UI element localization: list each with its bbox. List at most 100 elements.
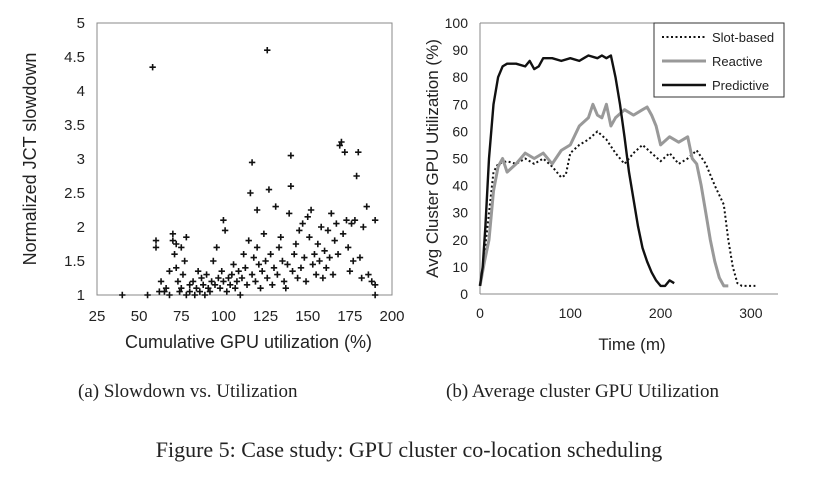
- scatter-point: [343, 217, 350, 224]
- scatter-point: [319, 274, 327, 282]
- scatter-point: [301, 254, 308, 261]
- y-axis-label: Normalized JCT slowdown: [20, 53, 40, 266]
- scatter-point: [205, 285, 212, 292]
- scatter-point: [248, 159, 256, 166]
- legend-label: Predictive: [712, 78, 769, 93]
- y-tick-label: 40: [452, 178, 468, 194]
- y-tick-label: 5: [77, 15, 85, 32]
- y-tick-label: 1: [77, 287, 85, 304]
- scatter-point: [191, 291, 198, 299]
- x-tick-label: 125: [253, 308, 278, 325]
- scatter-point: [371, 291, 379, 299]
- scatter-point: [358, 274, 365, 282]
- scatter-point: [225, 274, 232, 282]
- scatter-point: [353, 172, 360, 180]
- scatter-point: [264, 47, 271, 54]
- scatter-point: [284, 261, 291, 268]
- scatter-point: [183, 234, 190, 241]
- scatter-point: [245, 237, 252, 244]
- y-tick-label: 100: [445, 15, 469, 31]
- x-tick-label: 150: [295, 308, 320, 325]
- scatter-point: [265, 186, 273, 193]
- scatter-point: [161, 288, 168, 295]
- scatter-point: [371, 217, 379, 224]
- scatter-point: [272, 203, 279, 210]
- scatter-point: [287, 183, 295, 190]
- x-tick-label: 300: [739, 305, 763, 321]
- scatter-point: [232, 285, 239, 292]
- y-tick-label: 3: [77, 151, 85, 168]
- scatter-point: [334, 251, 342, 258]
- scatter-point: [237, 291, 244, 299]
- x-axis-label: Time (m): [598, 335, 665, 354]
- scatter-point: [297, 264, 305, 271]
- scatter-point: [226, 281, 234, 288]
- y-tick-label: 3.5: [64, 117, 85, 134]
- scatter-point: [194, 268, 202, 275]
- scatter-point: [368, 278, 375, 285]
- scatter-point: [302, 278, 310, 285]
- scatter-point: [201, 291, 209, 299]
- scatter-point: [248, 271, 256, 278]
- scatter-point: [200, 281, 207, 288]
- scatter-point: [198, 274, 205, 282]
- scatter-point: [179, 271, 187, 278]
- subcaption-a: (a) Slowdown vs. Utilization: [78, 381, 298, 402]
- scatter-point: [282, 285, 289, 292]
- y-tick-label: 1.5: [64, 253, 85, 270]
- scatter-point: [356, 254, 364, 261]
- x-tick-label: 175: [337, 308, 362, 325]
- scatter-point: [253, 244, 261, 251]
- scatter-point: [328, 210, 335, 217]
- scatter-point: [220, 278, 227, 285]
- scatter-point: [169, 230, 177, 237]
- scatter-point: [277, 234, 284, 241]
- series-line-predictive: [478, 54, 675, 288]
- scatter-point: [189, 278, 197, 285]
- x-tick-label: 200: [379, 308, 404, 325]
- scatter-point: [338, 138, 345, 146]
- scatter-point: [350, 257, 357, 265]
- scatter-point: [250, 254, 257, 261]
- scatter-point: [306, 234, 313, 241]
- scatter-point: [275, 244, 283, 251]
- scatter-point: [253, 206, 261, 214]
- scatter-point: [287, 152, 295, 159]
- scatter-point: [193, 285, 200, 292]
- y-tick-label: 80: [452, 69, 468, 85]
- scatter-point: [363, 203, 370, 210]
- figure-caption: Figure 5: Case study: GPU cluster co-loc…: [155, 437, 663, 462]
- scatter-point: [173, 240, 180, 248]
- scatter-point: [162, 285, 170, 292]
- x-tick-label: 25: [89, 308, 106, 325]
- scatter-point: [280, 278, 288, 285]
- scatter-point: [323, 264, 330, 271]
- scatter-point: [208, 278, 215, 285]
- scatter-point: [183, 291, 190, 299]
- scatter-point: [371, 281, 379, 288]
- scatter-point: [238, 274, 246, 282]
- x-tick-label: 0: [476, 305, 484, 321]
- x-tick-label: 100: [211, 308, 236, 325]
- scatter-point: [178, 244, 185, 251]
- scatter-point: [365, 271, 372, 278]
- scatter-point: [360, 223, 367, 231]
- scatter-point: [144, 291, 151, 299]
- series-line-reactive: [478, 102, 729, 288]
- scatter-point: [252, 278, 259, 285]
- scatter-point: [255, 261, 263, 268]
- scatter-point: [230, 261, 237, 268]
- scatter-point: [341, 149, 348, 156]
- scatter-point: [213, 244, 220, 251]
- scatter-point: [242, 264, 249, 271]
- scatter-point: [279, 257, 286, 265]
- y-tick-label: 4.5: [64, 49, 85, 66]
- scatter-point: [196, 288, 204, 295]
- scatter-point: [262, 257, 269, 265]
- scatter-point: [260, 230, 268, 237]
- scatter-point: [299, 220, 306, 227]
- scatter-point: [174, 278, 182, 285]
- scatter-point: [321, 247, 328, 254]
- scatter-point: [259, 268, 266, 275]
